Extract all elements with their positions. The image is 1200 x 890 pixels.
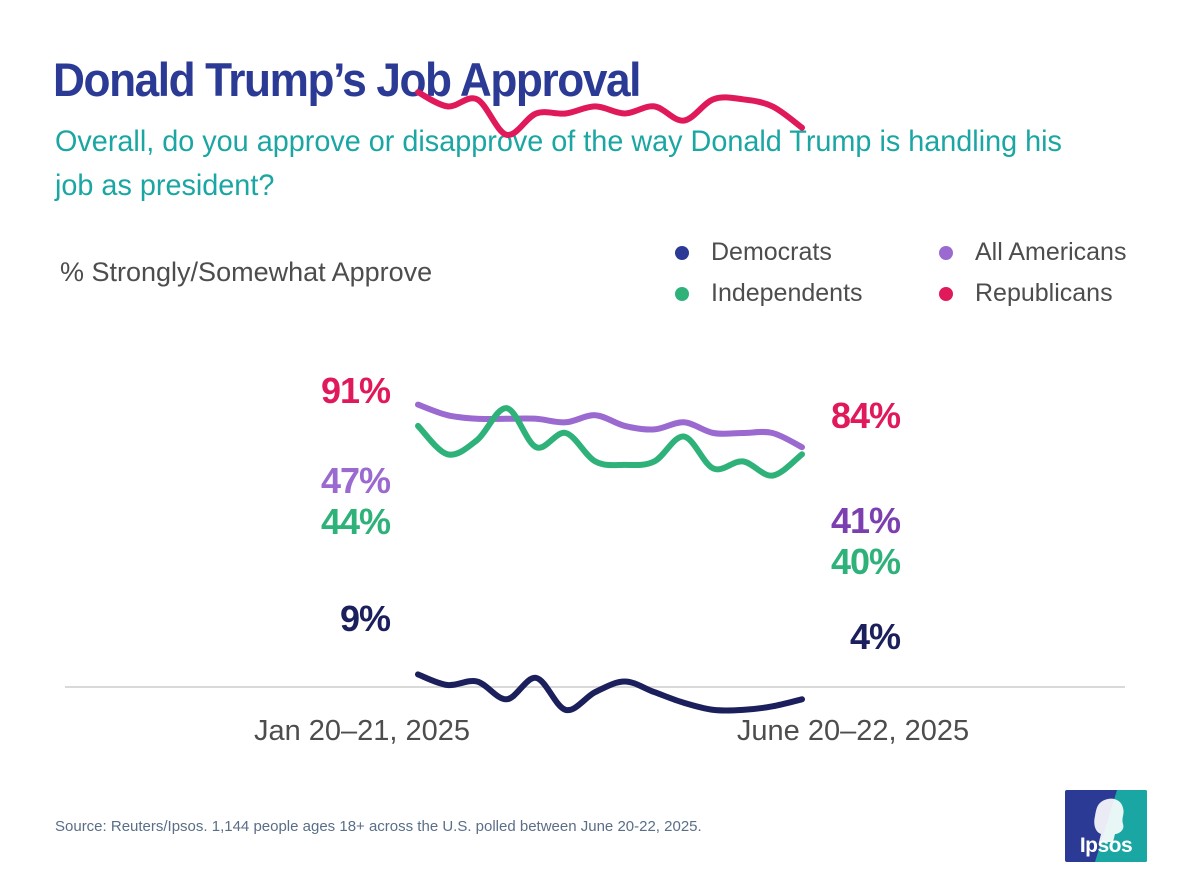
end-label-independents: 40% [831, 541, 901, 582]
start-label-republicans: 91% [321, 370, 391, 411]
start-label-independents: 44% [321, 501, 391, 542]
series-line-democrats [415, 671, 805, 714]
survey-question: Overall, do you approve or disapprove of… [55, 125, 1062, 202]
legend-item-all-americans: All Americans [939, 238, 1126, 267]
end-label-republicans: 84% [831, 395, 901, 436]
legend-dot-republicans [939, 286, 953, 301]
legend-label-republicans: Republicans [975, 279, 1113, 307]
series-line-independents [415, 405, 805, 479]
ipsos-logo: Ipsos [1065, 790, 1147, 862]
logo-text: Ipsos [1079, 834, 1133, 857]
end-label-democrats: 4% [850, 616, 901, 657]
source-note: Source: Reuters/Ipsos. 1,144 people ages… [55, 818, 702, 835]
end-label-all_americans: 41% [831, 500, 901, 541]
series-line-all_americans [415, 401, 805, 451]
series-line-republicans [415, 89, 805, 138]
ipsos-logo-graphic [1065, 790, 1147, 862]
legend-dot-independents [675, 286, 689, 301]
x-tick-label-end: June 20–22, 2025 [737, 715, 969, 747]
legend-item-independents: Independents [675, 279, 863, 308]
legend-dot-democrats [675, 245, 689, 260]
legend-dot-all-americans [939, 245, 953, 260]
legend-label-independents: Independents [711, 279, 863, 307]
start-label-democrats: 9% [340, 598, 391, 639]
legend-item-republicans: Republicans [939, 279, 1113, 308]
y-axis-label: % Strongly/Somewhat Approve [60, 257, 433, 287]
x-tick-label-start: Jan 20–21, 2025 [254, 715, 470, 747]
legend-label-democrats: Democrats [711, 238, 832, 266]
chart-title: Donald Trump’s Job Approval [53, 53, 641, 106]
start-label-all_americans: 47% [321, 460, 391, 501]
series-layer: 91% 84% 47% 41% 44% 40% 9% 4% [321, 89, 902, 714]
legend-item-democrats: Democrats [675, 238, 832, 267]
legend-label-all-americans: All Americans [975, 238, 1127, 266]
